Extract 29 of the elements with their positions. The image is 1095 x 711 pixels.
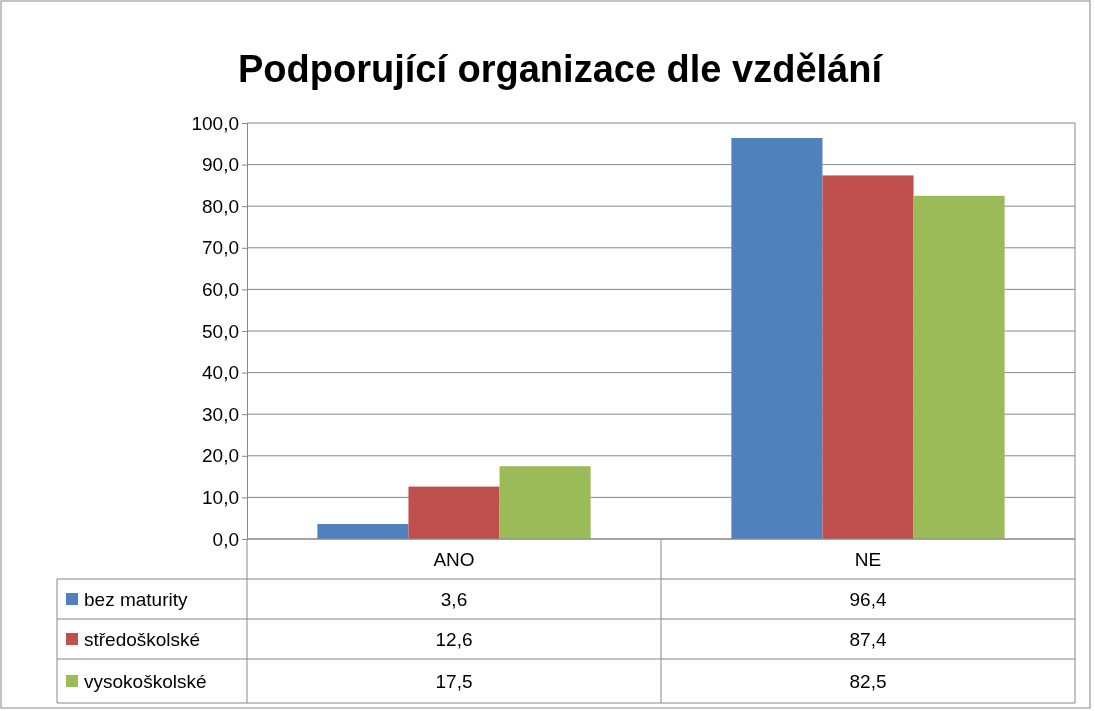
legend-label: vysokoškolské: [84, 671, 207, 692]
bar: [913, 195, 1005, 539]
data-label: 82,5: [849, 671, 887, 692]
y-tick-label: 90,0: [202, 154, 239, 176]
y-tick-label: 20,0: [202, 445, 239, 467]
bar: [731, 137, 823, 539]
y-tick-label: 80,0: [202, 195, 239, 217]
x-tick-label: NE: [854, 549, 882, 570]
y-tick-label: 70,0: [202, 237, 239, 259]
bar: [822, 175, 914, 539]
data-label: 17,5: [435, 671, 473, 692]
chart-title: Podporující organizace dle vzdělání: [237, 48, 884, 90]
y-tick-label: 60,0: [202, 278, 239, 300]
bar: [499, 466, 591, 539]
y-tick-label: 40,0: [202, 362, 239, 384]
y-tick-label: 0,0: [212, 528, 239, 550]
legend-label: středoškolské: [84, 629, 201, 650]
y-tick-label: 100,0: [191, 112, 239, 134]
bar: [317, 524, 409, 539]
data-label: 96,4: [849, 589, 887, 610]
bar: [408, 486, 500, 539]
legend-label: bez maturity: [84, 589, 188, 610]
y-tick-label: 30,0: [202, 403, 239, 425]
x-tick-label: ANO: [433, 549, 475, 570]
y-tick-label: 50,0: [202, 320, 239, 342]
data-label: 12,6: [435, 629, 473, 650]
data-label: 87,4: [849, 629, 887, 650]
y-tick-label: 10,0: [202, 486, 239, 508]
data-label: 3,6: [440, 589, 468, 610]
